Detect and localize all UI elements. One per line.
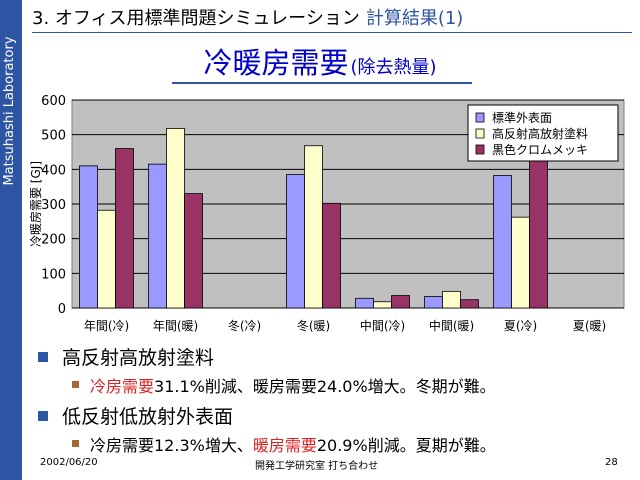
bar	[322, 202, 341, 309]
bar	[79, 165, 98, 309]
section-title-main: 3. オフィス用標準問題シミュレーション	[32, 8, 360, 29]
bar	[184, 193, 203, 309]
sidebar-bar: Matsuhashi Laboratory	[0, 0, 22, 480]
sub-bullet-square-1	[72, 381, 79, 388]
slide-title: 冷暖房需要 (除去熱量)	[0, 40, 640, 82]
bar	[166, 128, 185, 309]
y-axis-label: 冷暖房需要 [GJ]	[28, 161, 43, 247]
y-tick-label: 600	[41, 94, 66, 109]
bullet-square-1	[38, 352, 48, 362]
bar	[304, 145, 323, 309]
bar	[424, 296, 443, 309]
y-tick-label: 200	[41, 233, 66, 248]
legend-swatch	[475, 128, 485, 139]
bar	[529, 160, 548, 309]
bar	[391, 295, 410, 309]
legend-label: 標準外表面	[492, 110, 552, 125]
section-title-sub: 計算結果(1)	[365, 8, 464, 29]
header-divider	[32, 32, 632, 33]
legend-swatch	[475, 144, 485, 155]
x-tick-label: 冬(冷)	[228, 318, 261, 333]
y-tick-label: 500	[41, 129, 66, 144]
bar	[373, 301, 392, 309]
bullet-square-2	[38, 411, 48, 421]
bullet-detail-1: 冷房需要31.1%削減、暖房需要24.0%増大。冬期が難。	[90, 373, 496, 397]
bullet-detail-1-rest: 31.1%削減、暖房需要24.0%増大。冬期が難。	[154, 377, 496, 396]
x-tick-label: 夏(冷)	[504, 319, 537, 333]
slide-title-main: 冷暖房需要	[203, 46, 349, 80]
legend-swatch	[475, 112, 485, 123]
footer-meeting: 開発工学研究室 打ち合わせ	[255, 461, 379, 472]
bar	[460, 299, 479, 309]
bullet-detail-1-highlight: 冷房需要	[90, 377, 155, 396]
sub-bullet-square-2	[72, 440, 79, 447]
section-title: 3. オフィス用標準問題シミュレーション 計算結果(1)	[32, 4, 463, 30]
bullet-detail-2-highlight: 暖房需要	[252, 436, 317, 455]
x-tick-label: 冬(暖)	[297, 318, 330, 333]
bar	[97, 209, 116, 309]
x-tick-label: 中間(冷)	[360, 318, 405, 333]
y-tick-label: 300	[41, 198, 66, 213]
x-tick-label: 年間(暖)	[153, 319, 198, 333]
bullet-heading-2: 低反射低放射外表面	[62, 406, 234, 428]
slide-title-suffix: (除去熱量)	[350, 57, 437, 78]
bar	[286, 174, 305, 309]
legend-label: 黒色クロムメッキ	[492, 143, 588, 157]
bar	[355, 297, 374, 309]
bullet-detail-2-pre: 冷房需要12.3%増大、	[90, 436, 253, 455]
bar	[115, 148, 134, 309]
footer-page-number: 28	[605, 457, 618, 468]
x-tick-label: 年間(冷)	[84, 319, 129, 333]
y-tick-label: 100	[41, 267, 66, 282]
bullet-detail-2-rest: 20.9%削減。夏期が難。	[316, 436, 496, 455]
bar	[148, 163, 167, 309]
y-tick-label: 0	[58, 302, 66, 317]
legend-label: 高反射高放射塗料	[492, 126, 588, 141]
y-tick-label: 400	[41, 163, 66, 178]
bullet-heading-1: 高反射高放射塗料	[62, 347, 215, 369]
legend-box	[467, 104, 619, 162]
bar	[511, 216, 530, 309]
x-tick-label: 中間(暖)	[429, 318, 474, 333]
bar-chart: 0 100 200 300 400 500 600 年間(冷) 年間(暖) 冬(冷) 冬(暖) 中間(…	[28, 94, 625, 333]
bar	[442, 290, 461, 309]
bar	[493, 175, 512, 309]
bullet-detail-2: 冷房需要12.3%増大、暖房需要20.9%削減。夏期が難。	[90, 432, 496, 456]
x-tick-label: 夏(暖)	[573, 319, 606, 333]
footer-date: 2002/06/20	[40, 457, 98, 468]
title-underline	[172, 82, 472, 84]
